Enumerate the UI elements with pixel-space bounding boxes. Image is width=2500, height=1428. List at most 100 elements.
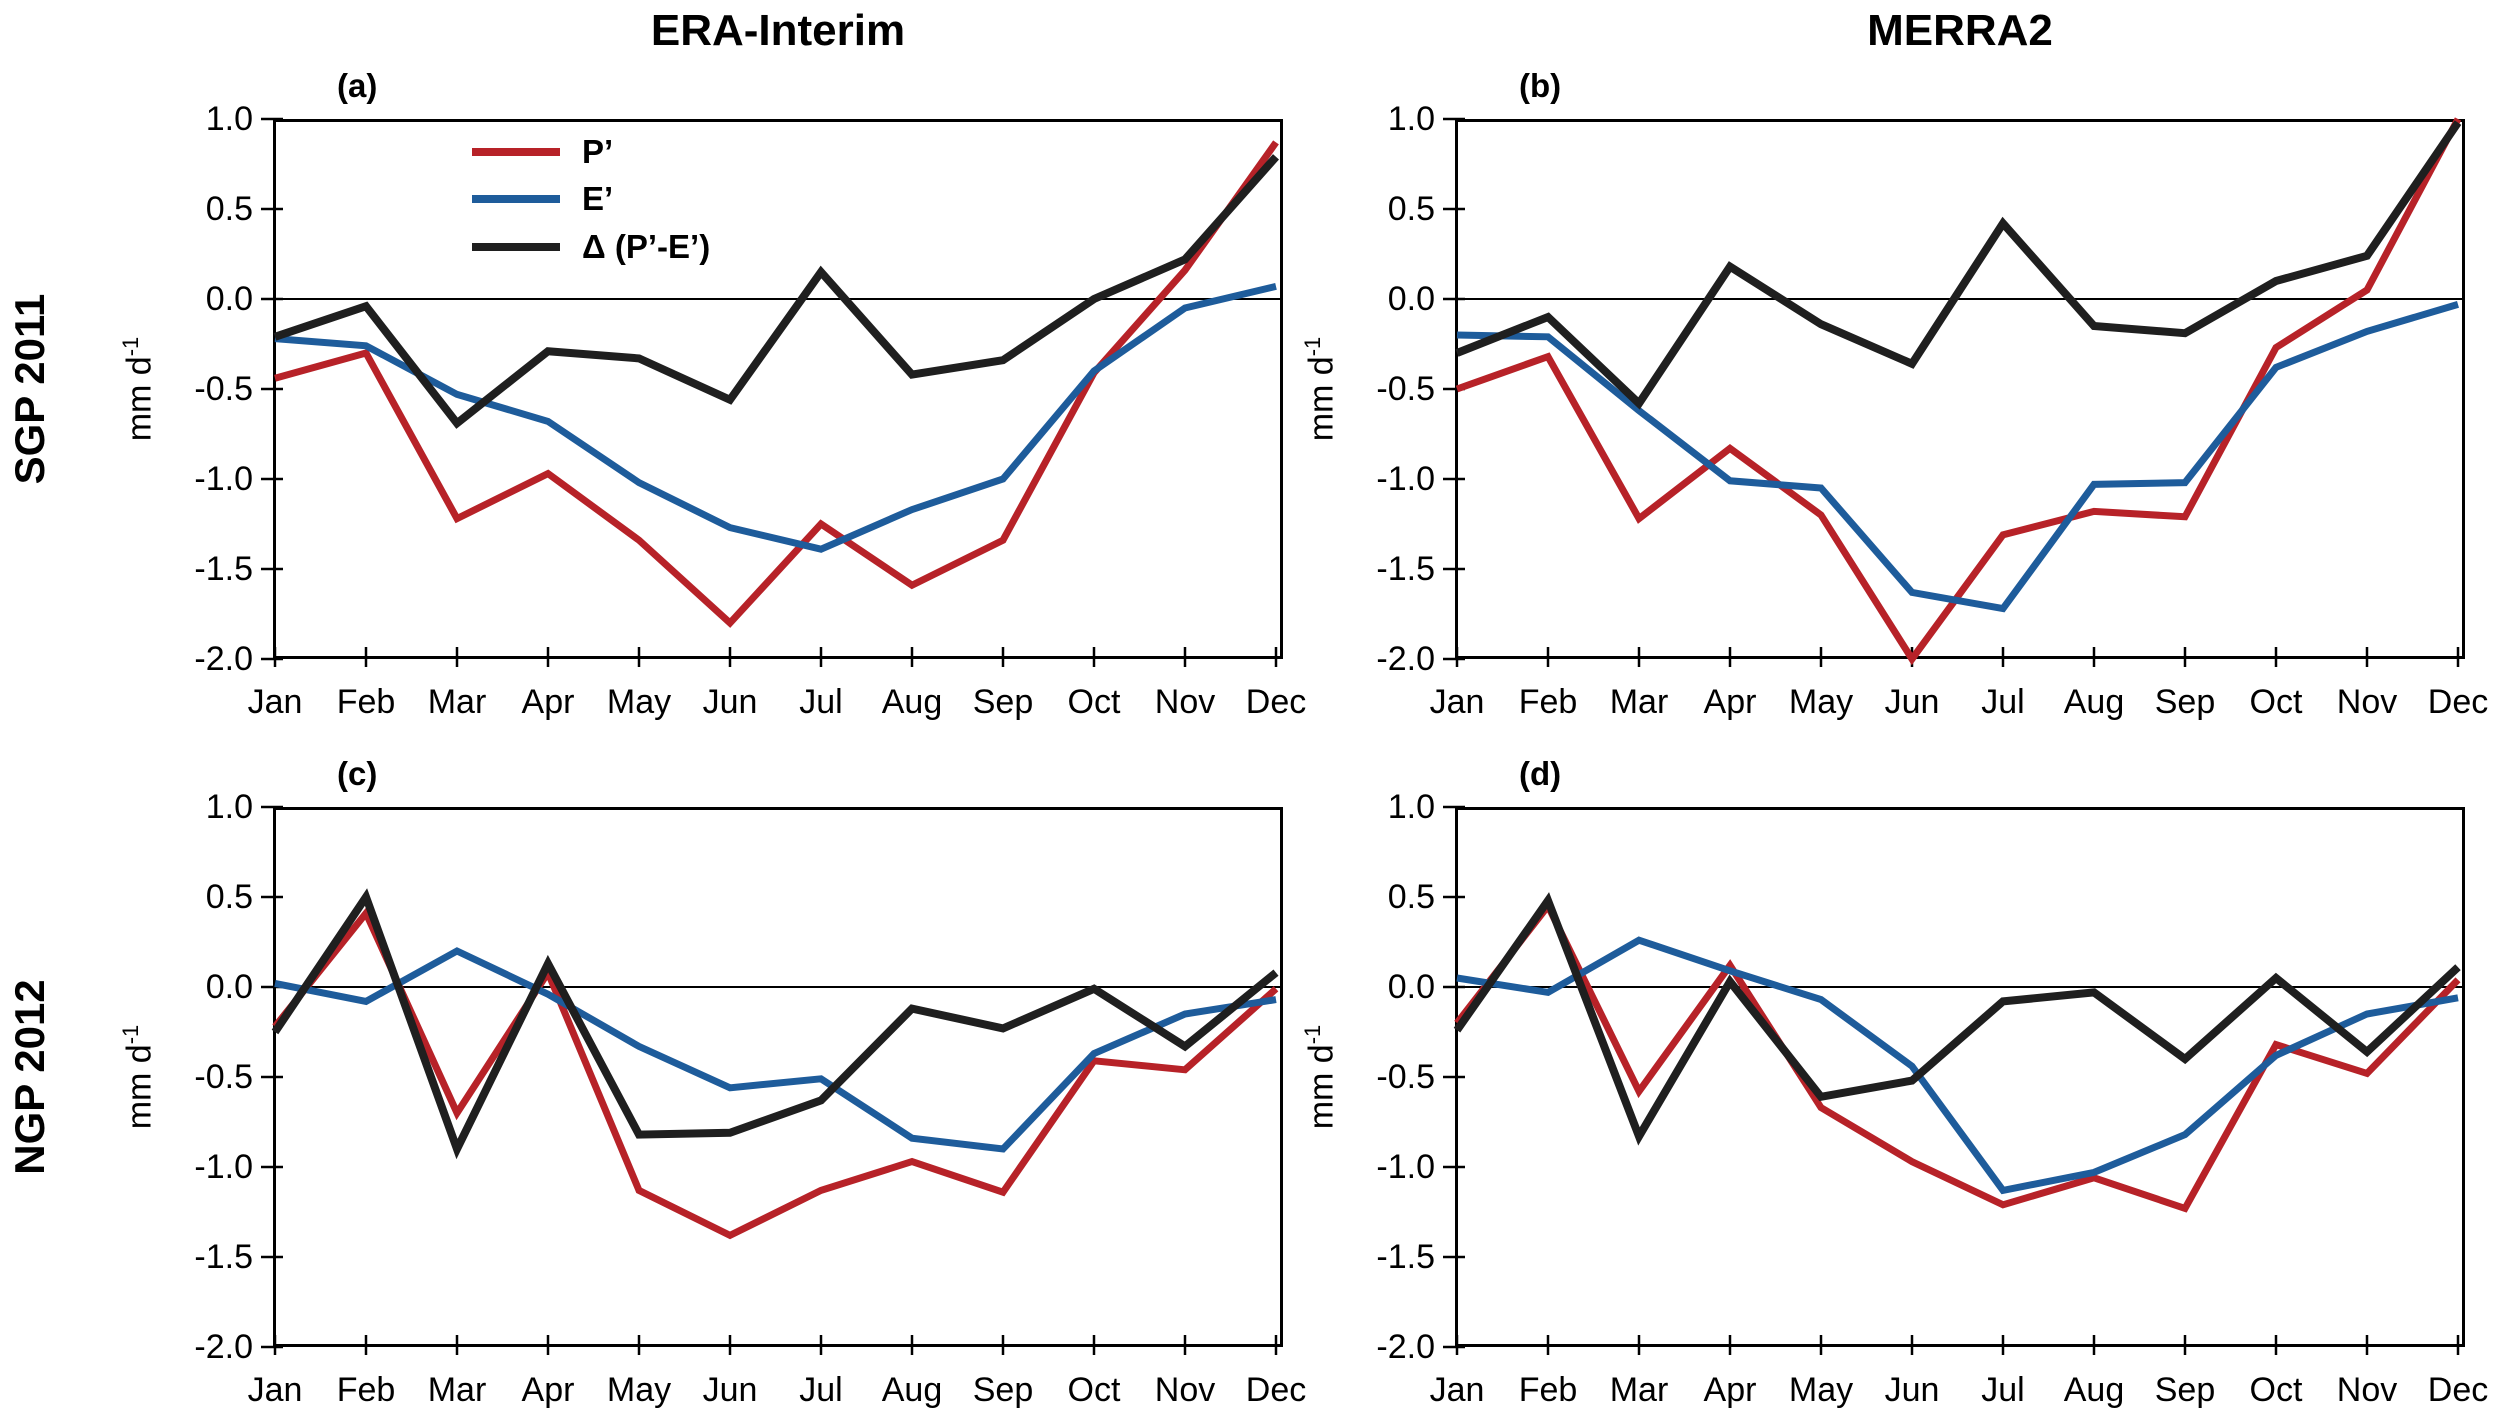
x-tick-label-oct: Oct (1067, 1371, 1121, 1409)
x-tick-label-jun: Jun (702, 1371, 758, 1409)
x-tick-label-aug: Aug (881, 1371, 943, 1409)
legend-swatch-e (472, 195, 560, 203)
y-tick-label: 0.0 (1387, 280, 1435, 318)
plot-frame (1455, 119, 2465, 659)
panel-letter-d: (d) (1519, 755, 1562, 792)
y-tick-label: -1.5 (194, 550, 253, 588)
x-tick-label-sep: Sep (2154, 683, 2216, 721)
y-tick-label: -2.0 (194, 640, 253, 678)
x-tick-label-oct: Oct (1067, 683, 1121, 721)
series-line-delta (271, 888, 1279, 1160)
x-tick-label-mar: Mar (1609, 683, 1669, 721)
y-axis-label: mm d-1 (1300, 1024, 1341, 1130)
legend-label-p: P’ (582, 133, 614, 170)
x-tick-label-nov: Nov (1154, 1371, 1216, 1409)
legend-item-delta: Δ (P’-E’) (472, 228, 711, 265)
series-line-p-prime (274, 140, 1279, 628)
y-tick-label: -0.5 (194, 370, 253, 408)
x-tick-label-may: May (1788, 1371, 1854, 1409)
plot-frame (273, 119, 1283, 659)
x-tick-label-may: May (606, 683, 672, 721)
series-line-e-prime (274, 947, 1277, 1153)
legend-item-p: P’ (472, 133, 614, 170)
row-label-sgp-2011: SGP 2011 (6, 293, 53, 485)
x-tick-label-feb: Feb (1518, 1371, 1578, 1409)
plot-frame (273, 807, 1283, 1347)
panel-letter-c: (c) (337, 755, 378, 792)
x-tick-label-feb: Feb (336, 1371, 396, 1409)
y-tick-label: -2.0 (1376, 640, 1435, 678)
series-line-e-prime (1456, 936, 2459, 1195)
x-tick-label-jul: Jul (1981, 1371, 2025, 1409)
y-tick-label: 1.0 (1387, 100, 1435, 138)
series-line-p-prime (1455, 117, 2462, 666)
panel-sgp2011-era-interim: (a) P’ E’ Δ (P’-E’) 1.0 0.5 0.0 -0.5 -1.0 -1.… (118, 67, 1306, 721)
y-tick-label: 0.5 (1387, 190, 1435, 228)
x-tick-label-jan: Jan (1429, 683, 1485, 721)
y-tick-label: -1.5 (1376, 1238, 1435, 1276)
panel-ngp2012-merra2: (d) 1.0 0.5 0.0 -0.5 -1.0 -1.5 -2.0 Jan Feb Mar Ap… (1300, 755, 2488, 1409)
y-tick-label: -1.0 (1376, 460, 1435, 498)
y-tick-label: -0.5 (1376, 370, 1435, 408)
y-tick-label: 1.0 (205, 788, 253, 826)
series-line-e-prime (274, 282, 1277, 553)
y-tick-label: 0.0 (205, 280, 253, 318)
y-axis-label: mm d-1 (1300, 336, 1341, 442)
x-tick-label-oct: Oct (2249, 1371, 2303, 1409)
y-tick-label: 0.0 (205, 968, 253, 1006)
y-tick-label: -1.0 (1376, 1148, 1435, 1186)
x-tick-label-nov: Nov (2336, 683, 2398, 721)
x-tick-label-jul: Jul (799, 1371, 843, 1409)
plot-area-a (261, 117, 1283, 667)
series-line-e-prime (1456, 301, 2459, 613)
plot-area-c (261, 805, 1283, 1355)
legend-swatch-p (472, 148, 560, 156)
y-tick-label: 0.5 (205, 878, 253, 916)
x-tick-label-sep: Sep (972, 683, 1034, 721)
y-tick-label: -1.0 (194, 460, 253, 498)
y-tick-label: 0.5 (205, 190, 253, 228)
y-tick-label: 0.0 (1387, 968, 1435, 1006)
y-tick-label: 1.0 (205, 100, 253, 138)
y-tick-label: -0.5 (1376, 1058, 1435, 1096)
panel-letter-a: (a) (337, 67, 378, 104)
x-tick-label-apr: Apr (521, 683, 575, 721)
legend-swatch-delta (472, 243, 560, 251)
column-title-merra2: MERRA2 (1867, 6, 2053, 55)
series-line-delta (1455, 120, 2462, 410)
x-tick-label-jul: Jul (1981, 683, 2025, 721)
x-tick-label-mar: Mar (427, 683, 487, 721)
x-tick-label-sep: Sep (972, 1371, 1034, 1409)
panel-letter-b: (b) (1519, 67, 1562, 104)
y-tick-label: -2.0 (194, 1328, 253, 1366)
x-tick-label-jun: Jun (1884, 683, 1940, 721)
plot-area-d (1443, 805, 2465, 1355)
x-tick-label-nov: Nov (1154, 683, 1216, 721)
x-tick-label-apr: Apr (521, 1371, 575, 1409)
x-tick-label-aug: Aug (2063, 683, 2125, 721)
x-tick-label-feb: Feb (336, 683, 396, 721)
x-tick-label-may: May (606, 1371, 672, 1409)
y-tick-label: -2.0 (1376, 1328, 1435, 1366)
panel-ngp2012-era-interim: (c) 1.0 0.5 0.0 -0.5 -1.0 -1.5 -2.0 Jan Feb Mar Ap… (118, 755, 1306, 1409)
series-line-delta (1453, 892, 2461, 1146)
x-tick-label-dec: Dec (1245, 1371, 1307, 1409)
plot-frame (1455, 807, 2465, 1347)
x-tick-label-aug: Aug (881, 683, 943, 721)
x-tick-label-mar: Mar (1609, 1371, 1669, 1409)
x-tick-label-apr: Apr (1703, 1371, 1757, 1409)
x-tick-label-jun: Jun (1884, 1371, 1940, 1409)
y-tick-label: 1.0 (1387, 788, 1435, 826)
x-tick-label-sep: Sep (2154, 1371, 2216, 1409)
legend-label-delta: Δ (P’-E’) (582, 228, 711, 265)
x-tick-label-jan: Jan (247, 683, 303, 721)
x-tick-label-may: May (1788, 683, 1854, 721)
y-axis-label: mm d-1 (118, 1024, 159, 1130)
x-tick-label-aug: Aug (2063, 1371, 2125, 1409)
y-tick-label: -1.5 (1376, 550, 1435, 588)
x-tick-label-jul: Jul (799, 683, 843, 721)
column-title-era-interim: ERA-Interim (650, 6, 906, 55)
x-tick-label-dec: Dec (2427, 683, 2489, 721)
x-tick-label-jan: Jan (247, 1371, 303, 1409)
